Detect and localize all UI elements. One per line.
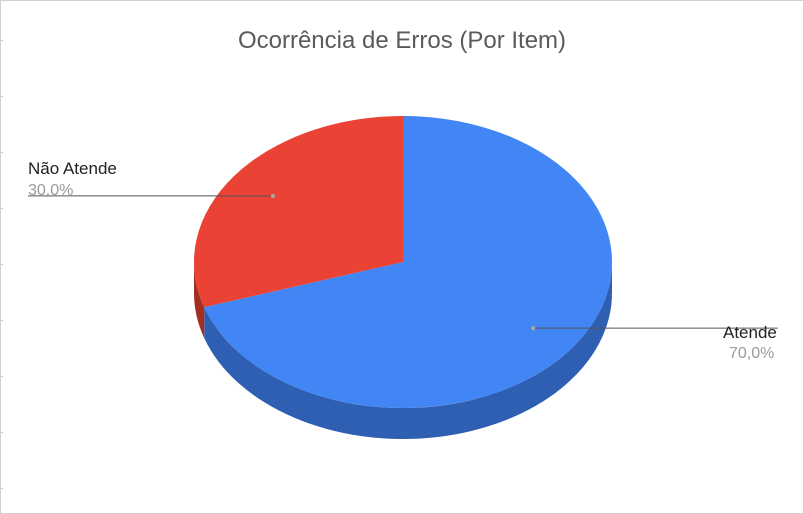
slice-percent-atende: 70,0% bbox=[729, 344, 774, 364]
slice-label-atende: Atende bbox=[723, 323, 777, 343]
pie-slices bbox=[194, 116, 612, 408]
slice-label-nao-atende: Não Atende bbox=[28, 159, 117, 179]
slice-percent-nao-atende: 30,0% bbox=[28, 181, 73, 201]
leader-dot-1 bbox=[271, 194, 275, 198]
leader-dot-0 bbox=[531, 326, 535, 330]
